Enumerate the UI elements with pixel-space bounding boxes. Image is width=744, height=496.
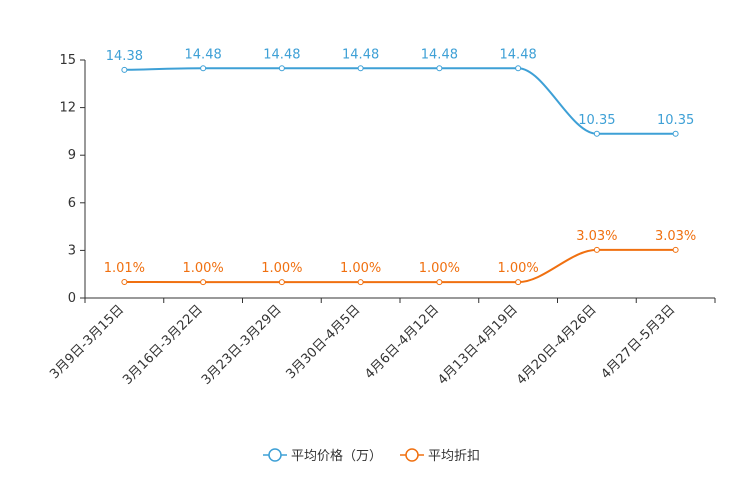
data-label: 14.48 <box>421 47 458 62</box>
legend[interactable]: 平均价格（万） 平均折扣 <box>263 448 480 464</box>
y-tick-label: 6 <box>68 196 76 211</box>
data-point[interactable] <box>357 279 364 286</box>
x-ticks: 3月9日-3月15日3月16日-3月22日3月23日-3月29日3月30日-4月… <box>47 298 716 388</box>
y-tick-label: 0 <box>68 291 76 306</box>
data-point[interactable] <box>593 246 600 253</box>
x-category-label: 4月20日-4月26日 <box>514 302 600 388</box>
x-category-label: 4月27日-5月3日 <box>599 302 679 382</box>
legend-item-0[interactable]: 平均价格（万） <box>263 448 382 464</box>
y-tick-label: 3 <box>68 243 76 258</box>
data-label: 14.48 <box>342 47 379 62</box>
data-point[interactable] <box>436 65 443 72</box>
data-label: 1.00% <box>340 261 381 276</box>
data-point[interactable] <box>278 279 285 286</box>
data-point[interactable] <box>121 66 128 73</box>
data-point[interactable] <box>436 279 443 286</box>
legend-marker-icon <box>405 448 419 462</box>
y-tick-label: 9 <box>68 148 76 163</box>
data-point[interactable] <box>593 130 600 137</box>
data-point[interactable] <box>200 279 207 286</box>
series-group: 14.38 14.48 14.48 14.48 14.48 14.48 10.35 10.35… <box>104 47 696 286</box>
x-category-label: 4月6日-4月12日 <box>362 302 442 382</box>
data-label: 3.03% <box>576 229 617 244</box>
x-category-label: 3月9日-3月15日 <box>47 302 127 382</box>
legend-item-1[interactable]: 平均折扣 <box>400 448 480 464</box>
x-category-label: 3月30日-4月5日 <box>284 302 364 382</box>
data-label: 1.00% <box>419 261 460 276</box>
y-tick-label: 12 <box>59 101 76 116</box>
data-point[interactable] <box>515 65 522 72</box>
series-line <box>124 67 676 135</box>
y-tick-label: 15 <box>59 53 76 68</box>
legend-label: 平均折扣 <box>428 449 480 464</box>
data-label: 14.48 <box>185 47 222 62</box>
x-category-label: 3月16日-3月22日 <box>120 302 206 388</box>
data-point[interactable] <box>357 65 364 72</box>
legend-marker-icon <box>268 448 282 462</box>
data-label: 14.48 <box>263 47 300 62</box>
data-label: 1.00% <box>182 261 223 276</box>
data-label: 1.00% <box>261 261 302 276</box>
data-label: 1.01% <box>104 261 145 276</box>
x-category-label: 4月13日-4月19日 <box>435 302 521 388</box>
data-point[interactable] <box>121 278 128 285</box>
data-point[interactable] <box>200 65 207 72</box>
x-category-label: 3月23日-3月29日 <box>199 302 285 388</box>
data-label: 10.35 <box>657 113 694 128</box>
series-1: 1.01% 1.00% 1.00% 1.00% 1.00% 1.00% 3.03% 3.03% <box>104 229 696 286</box>
data-label: 1.00% <box>497 261 538 276</box>
data-point[interactable] <box>278 65 285 72</box>
data-label: 3.03% <box>655 229 696 244</box>
data-label: 14.48 <box>500 47 537 62</box>
data-point[interactable] <box>672 130 679 137</box>
series-line <box>124 248 676 284</box>
data-label: 10.35 <box>578 113 615 128</box>
data-label: 14.38 <box>106 49 143 64</box>
series-0: 14.38 14.48 14.48 14.48 14.48 14.48 10.35 10.35 <box>106 47 694 137</box>
axes <box>84 60 715 299</box>
data-point[interactable] <box>672 246 679 253</box>
data-point[interactable] <box>515 279 522 286</box>
y-ticks: 0 3 6 9 12 15 <box>59 53 85 306</box>
legend-label: 平均价格（万） <box>291 448 382 464</box>
